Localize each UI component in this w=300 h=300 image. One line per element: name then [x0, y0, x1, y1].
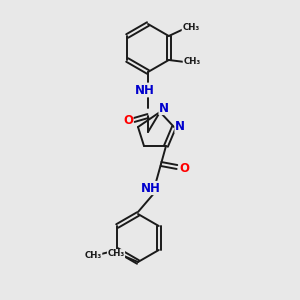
Text: NH: NH	[141, 182, 161, 194]
Text: O: O	[123, 115, 133, 128]
Text: CH₃: CH₃	[182, 23, 200, 32]
Text: N: N	[175, 119, 185, 133]
Text: N: N	[159, 101, 169, 115]
Text: CH₃: CH₃	[107, 250, 124, 259]
Text: CH₃: CH₃	[85, 250, 102, 260]
Text: CH₃: CH₃	[183, 58, 200, 67]
Text: O: O	[179, 161, 189, 175]
Text: NH: NH	[135, 83, 155, 97]
